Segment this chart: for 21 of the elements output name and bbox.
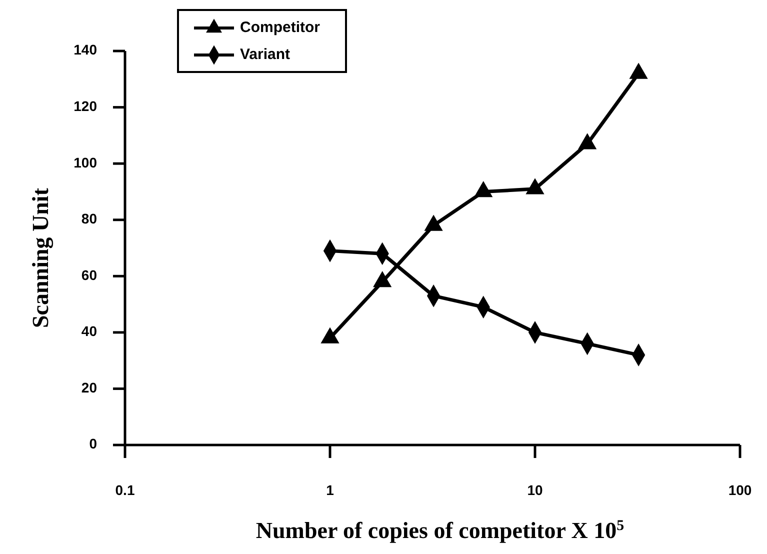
x-tick-label: 10: [527, 482, 543, 498]
point: [578, 133, 597, 150]
x-tick-label: 100: [728, 482, 752, 498]
point: [526, 178, 544, 194]
y-axis-title: Scanning Unit: [28, 188, 54, 328]
y-tick-label: 40: [81, 323, 98, 340]
point: [424, 214, 443, 231]
point: [474, 180, 493, 198]
y-tick-label: 20: [81, 379, 98, 396]
y-tick-label: 80: [81, 210, 98, 227]
x-tick-label: 1: [326, 482, 334, 498]
y-tick-label: 140: [74, 42, 98, 58]
y-tick-label: 100: [74, 154, 98, 170]
x-tick-label: 0.1: [115, 482, 135, 498]
legend-label: Competitor: [240, 18, 320, 36]
x-axis-title: Number of copies of competitor X 10$^{5}$: [256, 518, 624, 543]
legend-label: Variant: [240, 46, 290, 63]
point: [629, 62, 648, 79]
y-tick-label: 60: [81, 266, 98, 283]
y-tick-label: 0: [89, 436, 98, 452]
y-tick-label: 120: [74, 98, 98, 114]
